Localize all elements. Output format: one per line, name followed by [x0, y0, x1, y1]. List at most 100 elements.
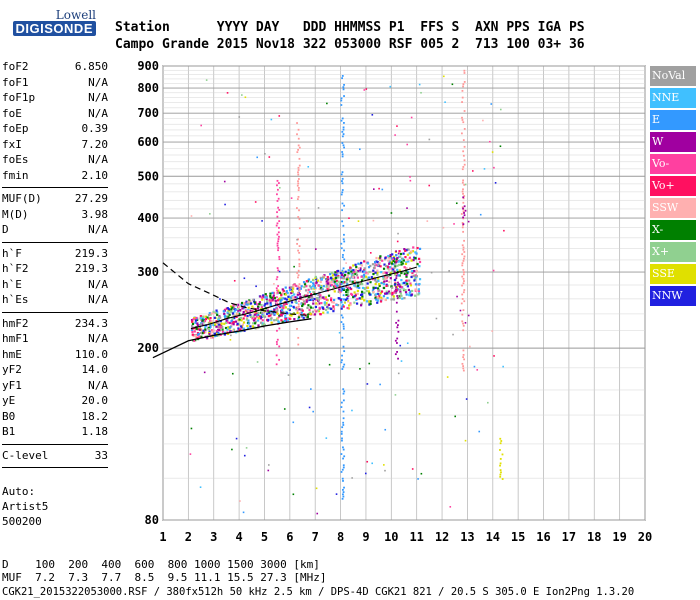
echo-point — [225, 319, 228, 322]
echo-point — [191, 333, 194, 336]
echo-point — [216, 313, 219, 316]
echo-point — [297, 336, 300, 339]
echo-point — [389, 277, 392, 280]
echo-point — [418, 257, 421, 260]
echo-point — [327, 285, 330, 288]
echo-point — [217, 334, 220, 337]
echo-point — [228, 327, 231, 330]
echo-point — [361, 270, 365, 273]
echo-point — [313, 313, 317, 316]
echo-point — [261, 311, 264, 314]
echo-point — [501, 453, 504, 456]
param-row: foEs N/A — [2, 152, 108, 168]
param-value: 2.10 — [81, 168, 109, 182]
echo-point — [342, 488, 344, 491]
echo-point — [316, 512, 319, 515]
echo-point — [428, 138, 431, 141]
echo-point — [358, 297, 361, 300]
echo-point — [299, 287, 303, 290]
echo-point — [363, 299, 366, 302]
echo-point — [330, 280, 333, 284]
echo-point — [395, 290, 398, 293]
echo-point — [404, 291, 408, 294]
echo-point — [248, 299, 251, 302]
x-tick-label: 20 — [638, 530, 652, 544]
echo-point — [341, 256, 344, 259]
echo-point — [360, 293, 363, 297]
echo-point — [281, 291, 284, 295]
echo-point — [308, 290, 311, 294]
echo-point — [415, 289, 418, 292]
echo-point — [300, 297, 303, 301]
echo-point — [277, 247, 280, 249]
echo-point — [383, 464, 385, 466]
echo-point — [353, 291, 356, 294]
echo-point — [233, 310, 236, 313]
echo-point — [393, 278, 397, 282]
echo-point — [400, 263, 403, 266]
echo-point — [340, 301, 343, 304]
echo-point — [342, 448, 345, 451]
param-name: yE — [2, 394, 16, 407]
echo-point — [333, 280, 337, 283]
echo-point — [318, 287, 321, 291]
echo-point — [394, 262, 397, 265]
echo-point — [284, 286, 287, 289]
echo-point — [346, 285, 349, 288]
echo-point — [264, 296, 267, 299]
echo-point — [276, 289, 279, 292]
echo-point — [238, 318, 241, 321]
echo-point — [376, 296, 379, 299]
param-value: N/A — [88, 153, 108, 166]
param-name: foF1 — [2, 75, 29, 89]
echo-point — [204, 328, 207, 331]
echo-point — [246, 327, 250, 330]
echo-point — [491, 330, 493, 332]
echo-point — [341, 270, 344, 274]
divider — [2, 241, 108, 243]
echo-point — [311, 310, 315, 313]
echo-point — [335, 303, 338, 307]
echo-point — [359, 263, 362, 266]
echo-point — [241, 301, 244, 305]
echo-point — [278, 345, 281, 348]
echo-point — [340, 97, 343, 100]
echo-point — [428, 184, 431, 187]
echo-point — [266, 312, 269, 316]
echo-point — [398, 296, 402, 299]
echo-point — [261, 319, 264, 322]
echo-point — [269, 296, 272, 299]
echo-point — [363, 89, 366, 91]
echo-point — [198, 328, 202, 331]
echo-point — [307, 165, 310, 168]
y-tick-label: 900 — [137, 59, 159, 73]
echo-point — [405, 261, 408, 264]
echo-point — [239, 500, 241, 502]
echo-point — [461, 206, 464, 209]
echo-point — [499, 442, 502, 445]
echo-point — [228, 326, 231, 329]
echo-point — [288, 304, 292, 308]
echo-point — [281, 310, 284, 313]
echo-point — [317, 299, 320, 302]
param-value: N/A — [88, 378, 108, 392]
echo-point — [221, 330, 225, 333]
echo-point — [326, 311, 329, 314]
echo-point — [315, 310, 318, 313]
echo-point — [227, 316, 230, 319]
echo-point — [297, 343, 300, 346]
echo-point — [194, 334, 198, 337]
echo-point — [201, 323, 204, 326]
echo-point — [215, 334, 218, 337]
echo-point — [226, 92, 229, 94]
echo-point — [264, 315, 267, 318]
echo-point — [463, 128, 466, 130]
echo-point — [258, 301, 262, 304]
echo-point — [397, 319, 400, 322]
echo-point — [278, 358, 281, 361]
echo-point — [407, 288, 411, 292]
echo-point — [340, 430, 343, 433]
echo-point — [412, 259, 415, 262]
echo-point — [207, 313, 211, 317]
